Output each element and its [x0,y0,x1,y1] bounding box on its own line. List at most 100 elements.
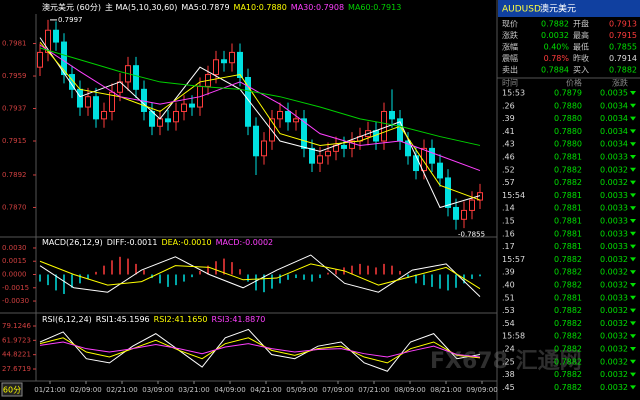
down-arrow [630,359,636,364]
tick-price: 0.7882 [554,370,582,379]
quote-value: 0.7882 [541,20,569,29]
candle-body [229,51,235,64]
macd-bar [63,274,65,294]
macd-bar [295,274,297,279]
header-item: MA60:0.7913 [348,3,401,12]
header-item: 主 MA(5,10,30,60) [105,2,177,12]
down-arrow [630,142,636,147]
macd-bar [191,274,193,278]
y-tick-label: 0.7870 [2,203,27,211]
candle-body [277,110,283,120]
tick-time: .53 [502,306,515,315]
candle-body [61,41,67,76]
tick-time: .54 [502,319,515,328]
header-item: DEA:-0.0010 [161,238,211,247]
indicator-line [39,328,481,372]
header-item: RSI3:41.8870 [212,315,266,324]
down-arrow [630,283,636,287]
macd-bar [71,274,73,288]
macd-bar [287,274,289,280]
down-arrow [630,244,636,249]
y-tick-label: 0.0030 [2,244,27,252]
quote-label: 涨跌 [502,30,518,40]
down-arrow [630,257,636,262]
tick-time: .41 [502,127,515,136]
tick-price: 0.7882 [554,332,582,341]
x-tick-label: 02/21:00 [106,386,137,394]
indicator-line [39,47,481,146]
header-item: MA30:0.7908 [291,3,344,12]
tick-change: 0.0032 [600,165,628,174]
macd-bar [103,265,105,275]
down-arrow [630,193,636,198]
y-tick-label: 0.0015 [2,257,27,265]
quote-label: 最低 [573,42,589,52]
down-arrow [630,155,636,159]
tick-time: 15:54 [502,191,525,200]
tick-time: .52 [502,165,515,174]
quote-label: 卖出 [502,65,518,75]
tick-price: 0.7881 [554,217,582,226]
period[interactable]: 60分 [3,386,21,395]
tick-price: 0.7882 [554,357,582,366]
header-item: MACD(26,12,9) [42,238,103,247]
x-tick-label: 04/21:00 [250,386,281,394]
macd-bar [479,274,481,277]
x-tick-label: 05/09:00 [286,386,317,394]
y-tick-label: 44.8221 [2,351,31,359]
down-arrow [630,219,636,223]
indicator-line [39,337,481,364]
candle-body [437,162,443,179]
tick-price: 0.7882 [554,178,582,187]
tick-change: 0.0033 [600,191,628,200]
tick-time: .39 [502,114,515,123]
quote-header-bg [498,0,640,17]
panel-header: MACD(26,12,9) DIFF:-0.0011 DEA:-0.0010 MACD… [42,238,273,247]
macd-bar [143,270,145,275]
macd-bar [247,274,249,282]
quote-value: 0.7915 [609,31,637,40]
macd-bar [319,274,321,279]
macd-bar [335,269,337,275]
candle-body [221,59,227,64]
macd-bar [455,274,457,288]
y-tick-label: 0.7915 [2,137,27,145]
period-button[interactable] [1,382,23,397]
max-annotation: 0.7997 [58,16,83,24]
quote-label: 买入 [573,66,589,75]
macd-bar [279,274,281,284]
tick-time: .24 [502,345,515,354]
tick-change: 0.0034 [600,101,628,110]
candle-body [189,103,195,108]
candle-body [53,29,59,43]
quote-label: 震幅 [502,53,518,63]
candle-body [37,51,43,68]
down-arrow [630,231,636,236]
y-tick-label: -0.0030 [2,297,29,305]
tick-time: .14 [502,204,515,213]
candle-body [325,150,331,157]
candle-body [341,144,347,149]
tick-time: .57 [502,178,515,187]
down-arrow [630,270,636,275]
quote-label: 涨幅 [502,42,518,52]
y-tick-label: 79.1246 [2,322,31,330]
tick-time: .46 [502,153,515,162]
candle-body [285,110,291,123]
x-tick-label: 04/09:00 [214,386,245,394]
tick-price: 0.7882 [554,165,582,174]
down-arrow [630,347,636,351]
candle-body [469,199,475,211]
y-tick-label: 0.7937 [2,105,27,113]
y-tick-label: 61.9723 [2,336,31,344]
tick-price: 0.7881 [554,191,582,200]
tick-price: 0.7882 [554,255,582,264]
panel-header: 澳元美元 (60分) 主 MA(5,10,30,60) MA5:0.7879 MA10… [42,2,401,12]
tick-time: .16 [502,229,515,238]
tick-header: 涨跌 [612,78,628,88]
tick-header: 价格 [566,78,582,88]
macd-bar [39,274,41,282]
tick-change: 0.0033 [600,229,628,238]
macd-bar [391,265,393,275]
